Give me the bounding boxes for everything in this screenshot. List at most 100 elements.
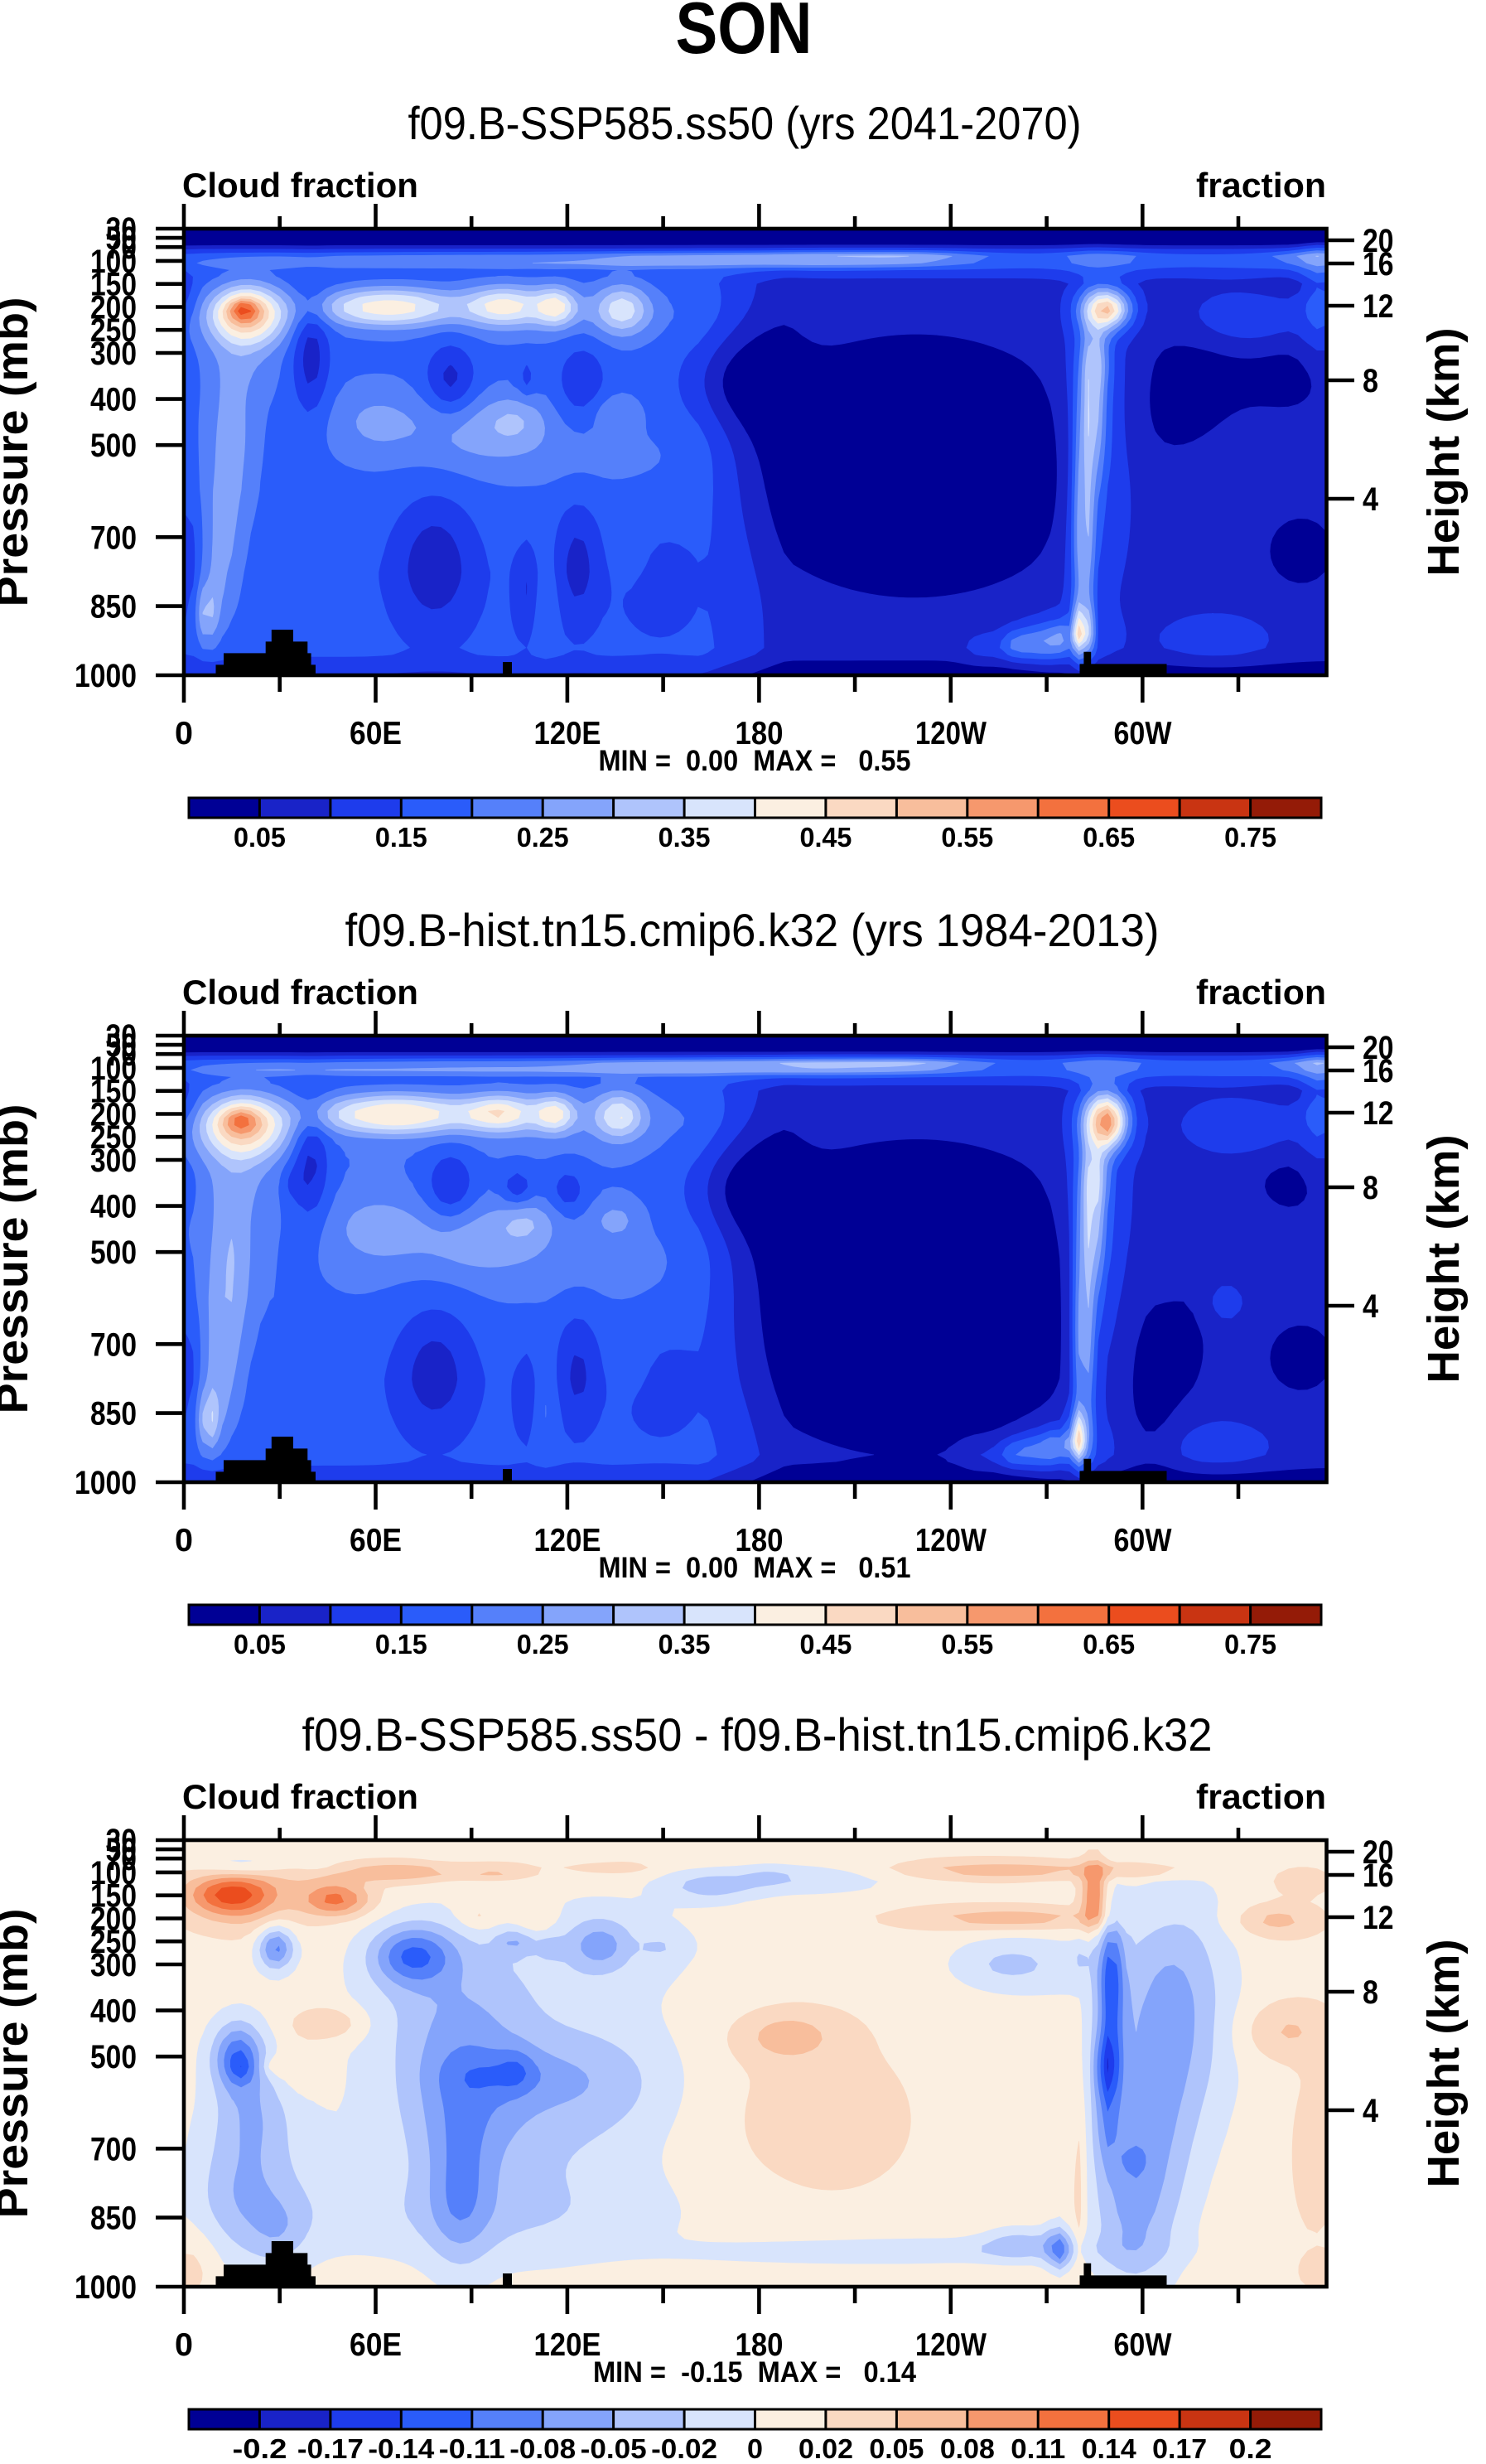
svg-text:f09.B-SSP585.ss50 (yrs 2041-20: f09.B-SSP585.ss50 (yrs 2041-2070) [408, 97, 1082, 149]
svg-text:0.05: 0.05 [234, 1629, 286, 1660]
svg-text:0.65: 0.65 [1083, 1629, 1135, 1660]
svg-text:180: 180 [736, 716, 784, 751]
svg-text:Pressure (mb): Pressure (mb) [0, 1104, 37, 1414]
svg-text:Height (km): Height (km) [1419, 1940, 1469, 2188]
svg-text:0: 0 [175, 1523, 193, 1558]
svg-text:20: 20 [1363, 1834, 1394, 1871]
svg-text:120E: 120E [534, 2327, 601, 2363]
svg-text:50: 50 [106, 1027, 138, 1064]
svg-text:0.15: 0.15 [375, 1629, 427, 1660]
svg-text:0.05: 0.05 [869, 2433, 924, 2464]
svg-text:500: 500 [90, 428, 137, 464]
svg-text:fraction: fraction [1196, 973, 1326, 1012]
svg-text:60W: 60W [1114, 2327, 1172, 2363]
svg-text:0.14: 0.14 [1082, 2433, 1137, 2464]
svg-text:16: 16 [1363, 1858, 1394, 1894]
svg-text:4: 4 [1363, 1288, 1379, 1325]
svg-text:Height (km): Height (km) [1419, 328, 1469, 577]
svg-text:12: 12 [1363, 1095, 1394, 1132]
svg-text:16: 16 [1363, 1053, 1394, 1089]
svg-text:0.55: 0.55 [941, 1629, 993, 1660]
svg-text:0.2: 0.2 [1229, 2433, 1272, 2464]
svg-text:0.11: 0.11 [1011, 2433, 1065, 2464]
svg-text:MIN = -0.15 MAX = 0.14: MIN = -0.15 MAX = 0.14 [593, 2356, 916, 2389]
svg-text:0: 0 [747, 2433, 763, 2464]
svg-text:200: 200 [90, 289, 137, 326]
svg-text:400: 400 [90, 1189, 137, 1225]
svg-text:-0.17: -0.17 [297, 2433, 364, 2464]
svg-text:MIN = 0.00 MAX = 0.51: MIN = 0.00 MAX = 0.51 [599, 1552, 911, 1584]
svg-text:120E: 120E [534, 716, 601, 751]
svg-text:850: 850 [90, 2201, 137, 2237]
svg-text:0.75: 0.75 [1224, 822, 1276, 853]
svg-text:0.25: 0.25 [517, 822, 569, 853]
svg-text:400: 400 [90, 1993, 137, 2030]
svg-text:8: 8 [1363, 1170, 1378, 1206]
svg-text:60W: 60W [1114, 716, 1172, 751]
svg-text:500: 500 [90, 2039, 137, 2075]
svg-text:0.35: 0.35 [659, 1629, 711, 1660]
svg-text:-0.05: -0.05 [581, 2433, 647, 2464]
svg-text:70: 70 [106, 1841, 138, 1877]
svg-text:300: 300 [90, 336, 137, 372]
svg-text:50: 50 [106, 220, 138, 257]
svg-text:0.02: 0.02 [798, 2433, 853, 2464]
svg-text:120W: 120W [915, 716, 987, 751]
svg-text:Height (km): Height (km) [1419, 1135, 1469, 1384]
svg-text:0.45: 0.45 [799, 822, 852, 853]
svg-text:0.08: 0.08 [940, 2433, 995, 2464]
svg-text:f09.B-SSP585.ss50 - f09.B-hist: f09.B-SSP585.ss50 - f09.B-hist.tn15.cmip… [302, 1708, 1213, 1761]
svg-text:0: 0 [175, 716, 193, 751]
svg-text:20: 20 [1363, 1030, 1394, 1066]
svg-text:12: 12 [1363, 288, 1394, 325]
svg-text:150: 150 [90, 1878, 137, 1915]
svg-text:MIN = 0.00 MAX = 0.55: MIN = 0.00 MAX = 0.55 [599, 745, 911, 777]
svg-text:250: 250 [90, 1119, 137, 1156]
svg-text:700: 700 [90, 2131, 137, 2167]
svg-text:-0.11: -0.11 [439, 2433, 505, 2464]
svg-text:0.55: 0.55 [941, 822, 993, 853]
svg-text:Pressure (mb): Pressure (mb) [0, 297, 37, 607]
svg-text:30: 30 [106, 1018, 138, 1055]
svg-text:fraction: fraction [1196, 1777, 1326, 1816]
svg-text:8: 8 [1363, 1974, 1378, 2011]
svg-text:850: 850 [90, 1396, 137, 1433]
svg-text:200: 200 [90, 1096, 137, 1133]
svg-text:180: 180 [736, 1523, 784, 1558]
svg-text:Cloud fraction: Cloud fraction [182, 973, 418, 1012]
svg-text:Pressure (mb): Pressure (mb) [0, 1909, 37, 2219]
svg-text:Cloud fraction: Cloud fraction [182, 1777, 418, 1816]
svg-text:1000: 1000 [75, 1465, 137, 1501]
svg-text:120W: 120W [915, 2327, 987, 2363]
svg-text:0.45: 0.45 [799, 1629, 852, 1660]
svg-text:100: 100 [90, 244, 137, 280]
svg-text:fraction: fraction [1196, 166, 1326, 205]
svg-text:60W: 60W [1114, 1523, 1172, 1558]
svg-text:1000: 1000 [75, 658, 137, 694]
svg-text:850: 850 [90, 589, 137, 626]
svg-text:Cloud fraction: Cloud fraction [182, 166, 418, 205]
svg-text:700: 700 [90, 519, 137, 556]
svg-text:0.05: 0.05 [234, 822, 286, 853]
svg-text:180: 180 [736, 2327, 784, 2363]
svg-text:30: 30 [106, 211, 138, 248]
svg-text:0.17: 0.17 [1152, 2433, 1207, 2464]
svg-text:400: 400 [90, 382, 137, 418]
svg-text:SON: SON [676, 0, 813, 69]
svg-text:250: 250 [90, 312, 137, 349]
svg-text:-0.02: -0.02 [651, 2433, 717, 2464]
svg-text:30: 30 [106, 1823, 138, 1859]
svg-text:20: 20 [1363, 223, 1394, 259]
svg-text:4: 4 [1363, 481, 1379, 518]
svg-text:120E: 120E [534, 1523, 601, 1558]
svg-text:60E: 60E [350, 1523, 402, 1558]
svg-text:70: 70 [106, 1036, 138, 1073]
svg-text:1000: 1000 [75, 2269, 137, 2306]
svg-text:-0.14: -0.14 [368, 2433, 435, 2464]
svg-text:300: 300 [90, 1143, 137, 1179]
svg-text:12: 12 [1363, 1900, 1394, 1936]
svg-text:0.65: 0.65 [1083, 822, 1135, 853]
svg-text:200: 200 [90, 1901, 137, 1937]
svg-text:300: 300 [90, 1947, 137, 1983]
svg-text:4: 4 [1363, 2093, 1379, 2129]
